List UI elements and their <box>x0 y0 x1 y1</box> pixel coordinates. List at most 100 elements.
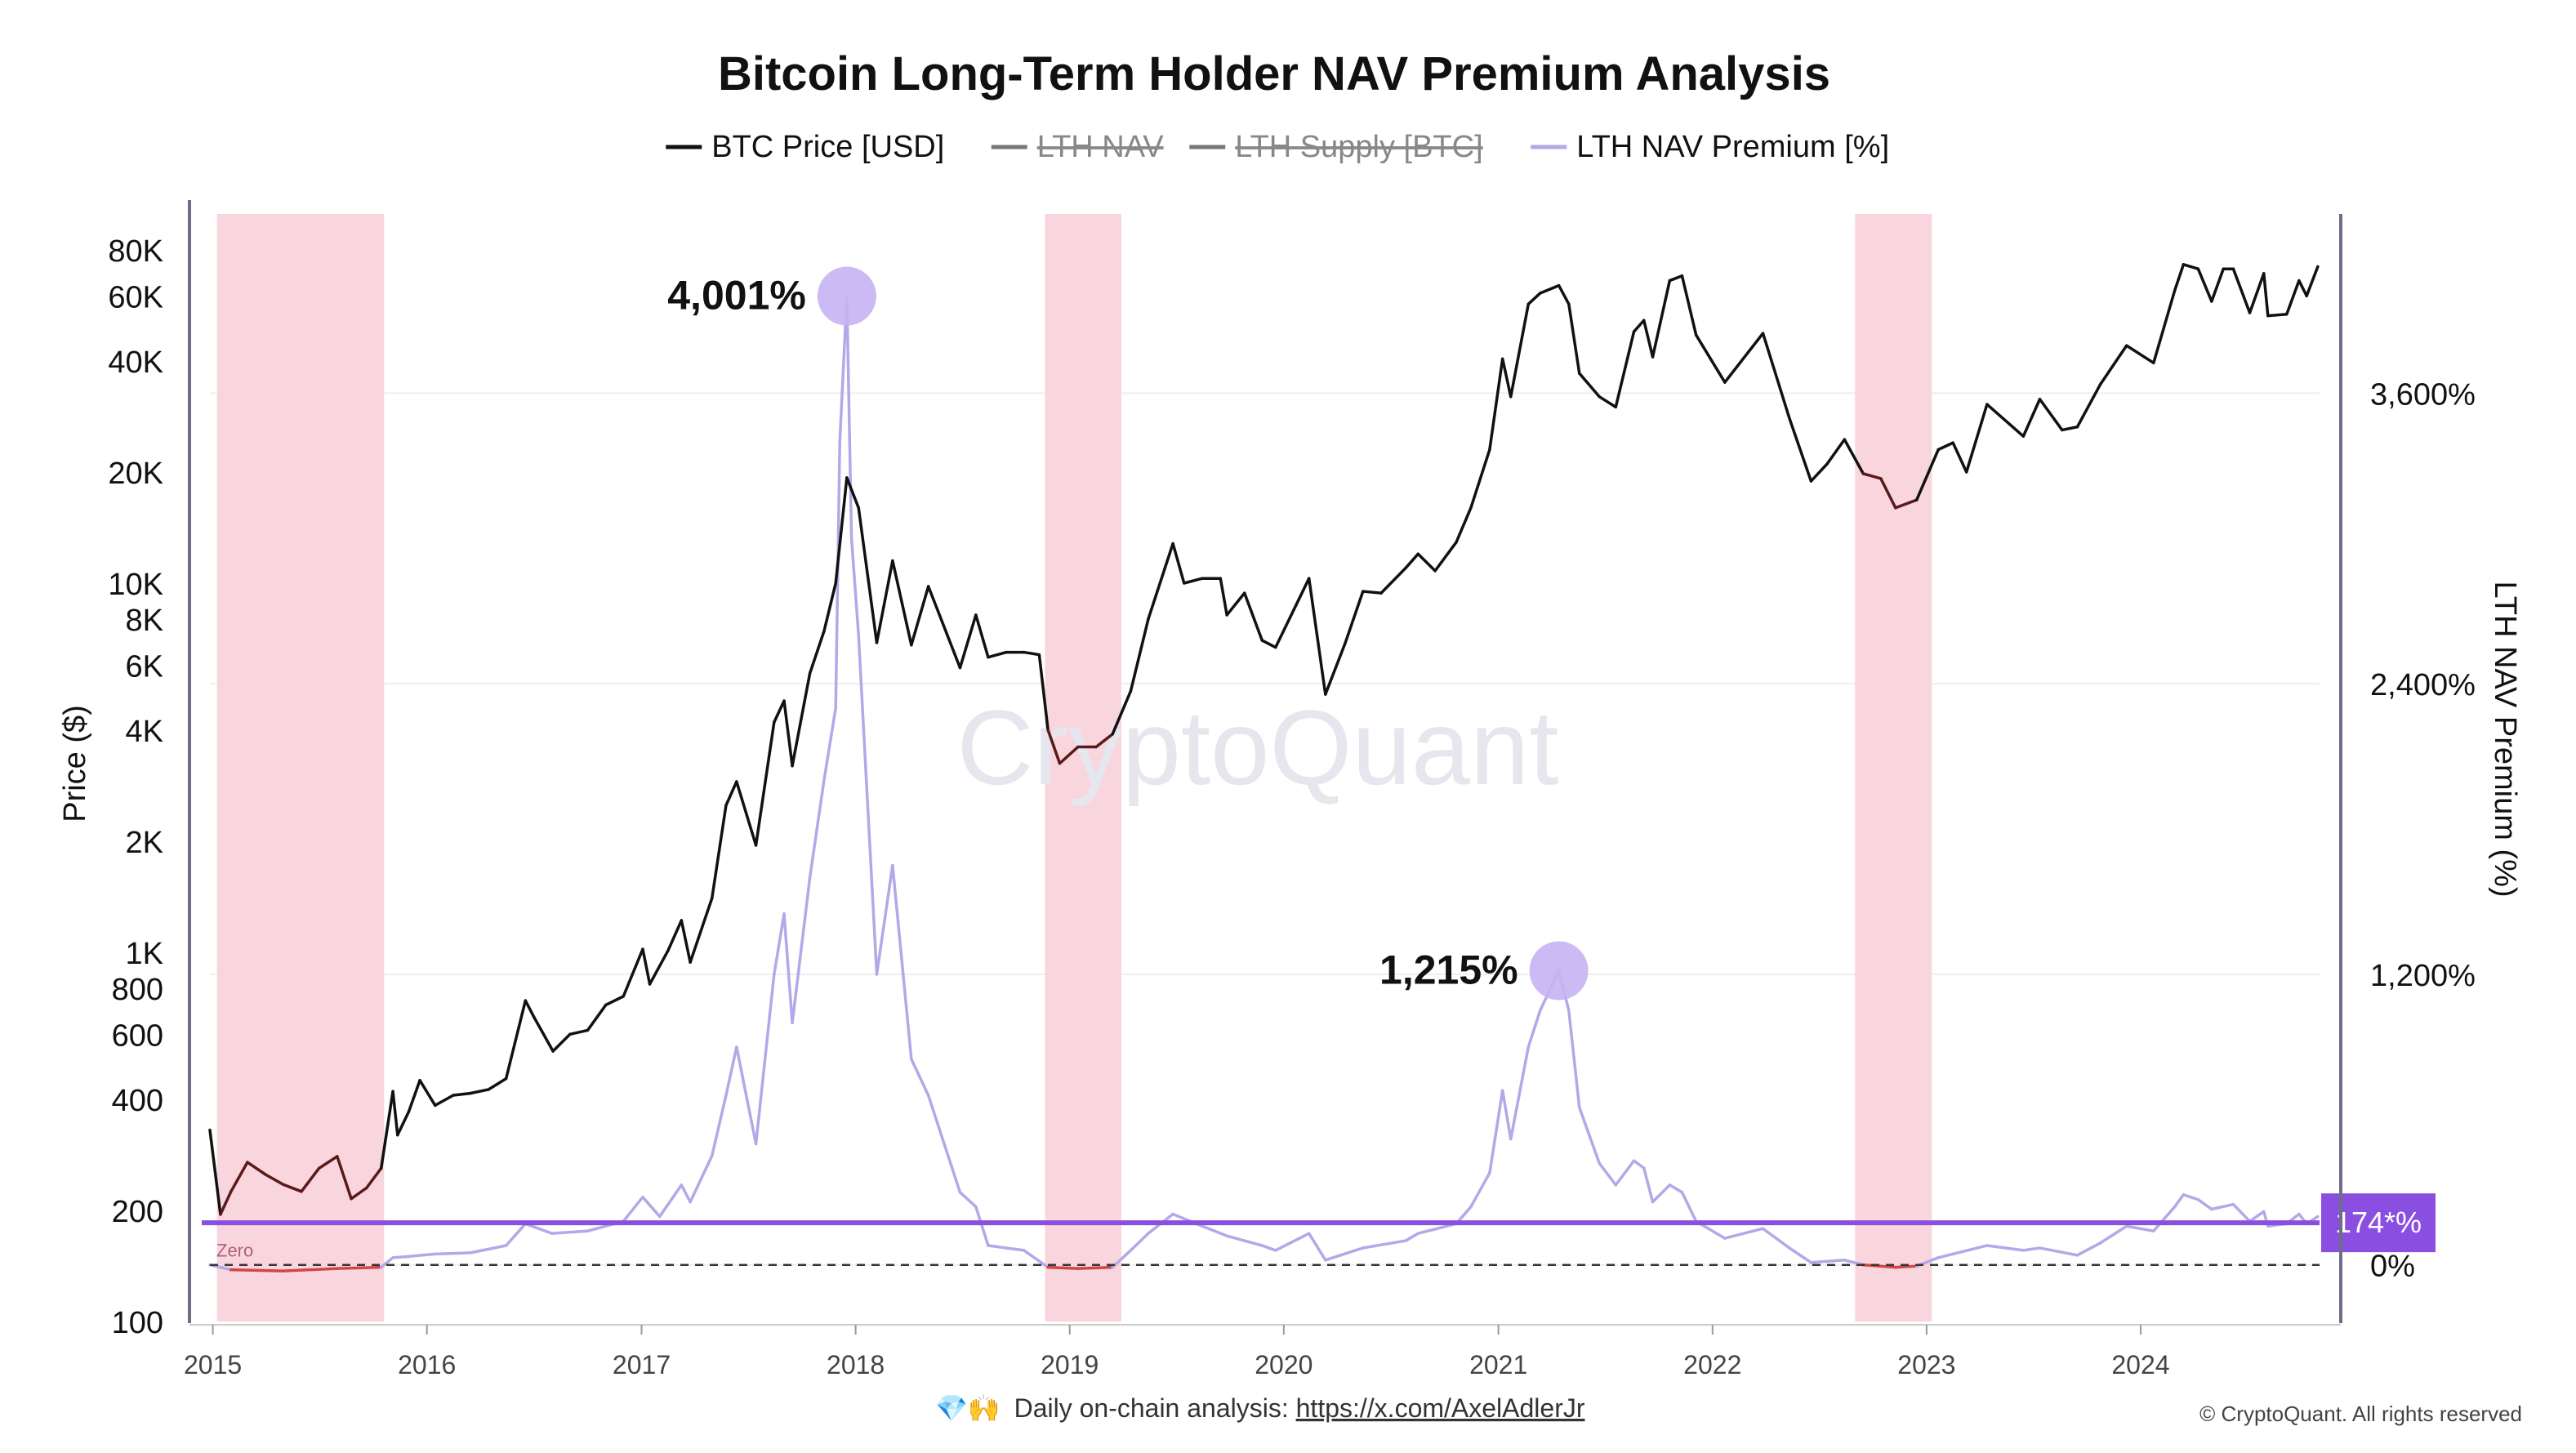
premium-line-segment <box>1129 1232 1150 1252</box>
premium-line-segment <box>1578 1106 1601 1165</box>
price-line-segment <box>1788 417 1813 483</box>
price-line-segment <box>1914 448 1940 501</box>
premium-line-segment <box>1274 1232 1311 1252</box>
price-line-segment <box>875 559 894 644</box>
price-line-segment <box>1761 332 1791 420</box>
premium-line-segment <box>2248 1210 2266 1223</box>
y-right-tick-label: 0% <box>2370 1250 2415 1284</box>
price-line-segment <box>1526 292 1542 306</box>
price-line-segment <box>350 1186 368 1201</box>
price-line-segment <box>317 1155 339 1170</box>
premium-line-segment <box>433 1251 472 1256</box>
price-line-segment <box>1455 506 1473 544</box>
legend-item[interactable]: LTH NAV <box>991 130 1164 164</box>
y-left-tick-label: 8K <box>126 604 163 638</box>
premium-line-segment <box>1404 1232 1420 1242</box>
y-left-tick-label: 80K <box>108 234 163 269</box>
x-tick-label: 2016 <box>398 1350 456 1379</box>
price-line-segment <box>1171 542 1186 585</box>
price-line-segment <box>2061 425 2079 432</box>
premium-line-segment <box>282 1267 339 1272</box>
price-line-segment <box>1964 403 1989 474</box>
y-left-tick-label: 10K <box>108 568 163 602</box>
premium-line-segment <box>2124 1224 2155 1232</box>
price-line-segment <box>1951 441 1968 474</box>
premium-line-segment <box>822 706 837 782</box>
price-line-segment <box>264 1173 285 1187</box>
price-line-segment <box>1598 394 1618 409</box>
shaded-bands <box>216 214 1932 1322</box>
x-tick-label: 2017 <box>613 1350 671 1379</box>
premium-line-segment <box>1488 1089 1504 1174</box>
y-left-tick-label: 60K <box>108 280 163 314</box>
premium-line-segment <box>1362 1239 1407 1250</box>
y-left-tick-label: 4K <box>126 715 163 749</box>
price-line-segment <box>1111 689 1133 736</box>
price-line-segment <box>2021 398 2042 438</box>
x-tick-label: 2021 <box>1469 1350 1527 1379</box>
price-line-segment <box>1469 448 1491 510</box>
price-line-segment <box>2124 344 2155 365</box>
footer-line: 💎🙌 Daily on-chain analysis: https://x.co… <box>935 1393 1585 1423</box>
legend-item[interactable]: BTC Price [USD] <box>666 130 944 164</box>
price-line-segment <box>974 613 990 659</box>
price-line-segment <box>208 1128 222 1216</box>
price-line-segment <box>2182 263 2200 270</box>
price-line-segment <box>1274 577 1311 649</box>
y-left-tick-label: 2K <box>126 826 163 860</box>
premium-line-segment <box>875 863 894 976</box>
price-line-segment <box>1651 279 1672 359</box>
price-line-segment <box>845 476 860 510</box>
premium-line-segment <box>1201 1224 1228 1237</box>
premium-line-segment <box>1526 1009 1542 1049</box>
price-line-segment <box>300 1166 321 1193</box>
price-line-segment <box>433 1094 455 1108</box>
premium-line-segment <box>891 863 913 1061</box>
premium-line-segment <box>782 912 794 1024</box>
y-left-tick-label: 1K <box>126 937 163 971</box>
price-line-segment <box>452 1091 472 1097</box>
legend-item[interactable]: LTH Supply [BTC] <box>1189 130 1483 164</box>
price-line-segment <box>1632 319 1646 333</box>
price-line-segment <box>1642 319 1655 359</box>
diamond-hands-icon: 💎🙌 <box>935 1393 1001 1423</box>
premium-line-segment <box>469 1244 508 1255</box>
price-line-segment <box>710 804 728 900</box>
price-line-segment <box>1307 577 1327 696</box>
price-line-segment <box>1416 552 1437 573</box>
price-line-segment <box>604 995 626 1007</box>
premium-line-segment <box>622 1195 644 1223</box>
peak-marker <box>817 266 876 326</box>
price-line-segment <box>1894 498 1919 510</box>
price-line-segment <box>1183 577 1204 585</box>
peak-label: 1,215% <box>1379 947 1518 992</box>
price-line-segment <box>689 897 714 964</box>
premium-line-segment <box>2182 1192 2200 1201</box>
price-line-segment <box>2266 313 2289 318</box>
price-line-segment <box>773 699 786 724</box>
premium-line-segment <box>2075 1241 2102 1257</box>
price-line-segment <box>1022 650 1041 657</box>
premium-line-segment <box>1567 1009 1581 1109</box>
y-left-tick-label: 100 <box>112 1306 163 1340</box>
premium-line-segment <box>1225 1234 1264 1247</box>
premium-line-segment <box>1307 1232 1327 1262</box>
price-line-segment <box>391 1090 399 1137</box>
legend-item[interactable]: LTH NAV Premium [%] <box>1531 130 1889 164</box>
price-line-segment <box>2152 289 2177 365</box>
price-line-segment <box>379 1090 394 1170</box>
footer-link[interactable]: https://x.com/AxelAdlerJr <box>1296 1393 1585 1423</box>
copyright: © CryptoQuant. All rights reserved <box>2199 1402 2522 1426</box>
price-line-segment <box>407 1078 421 1113</box>
premium-line-segment <box>1614 1159 1636 1187</box>
premium-line-segment <box>773 912 786 976</box>
premium-line-segment <box>1111 1249 1133 1269</box>
premium-line-segment <box>1324 1246 1365 1262</box>
premium-line-segment <box>735 1045 758 1146</box>
premium-line-segment <box>754 973 776 1146</box>
price-line-segment <box>1433 541 1458 573</box>
price-line-segment <box>2098 344 2128 386</box>
premium-line-segment <box>926 1094 962 1194</box>
